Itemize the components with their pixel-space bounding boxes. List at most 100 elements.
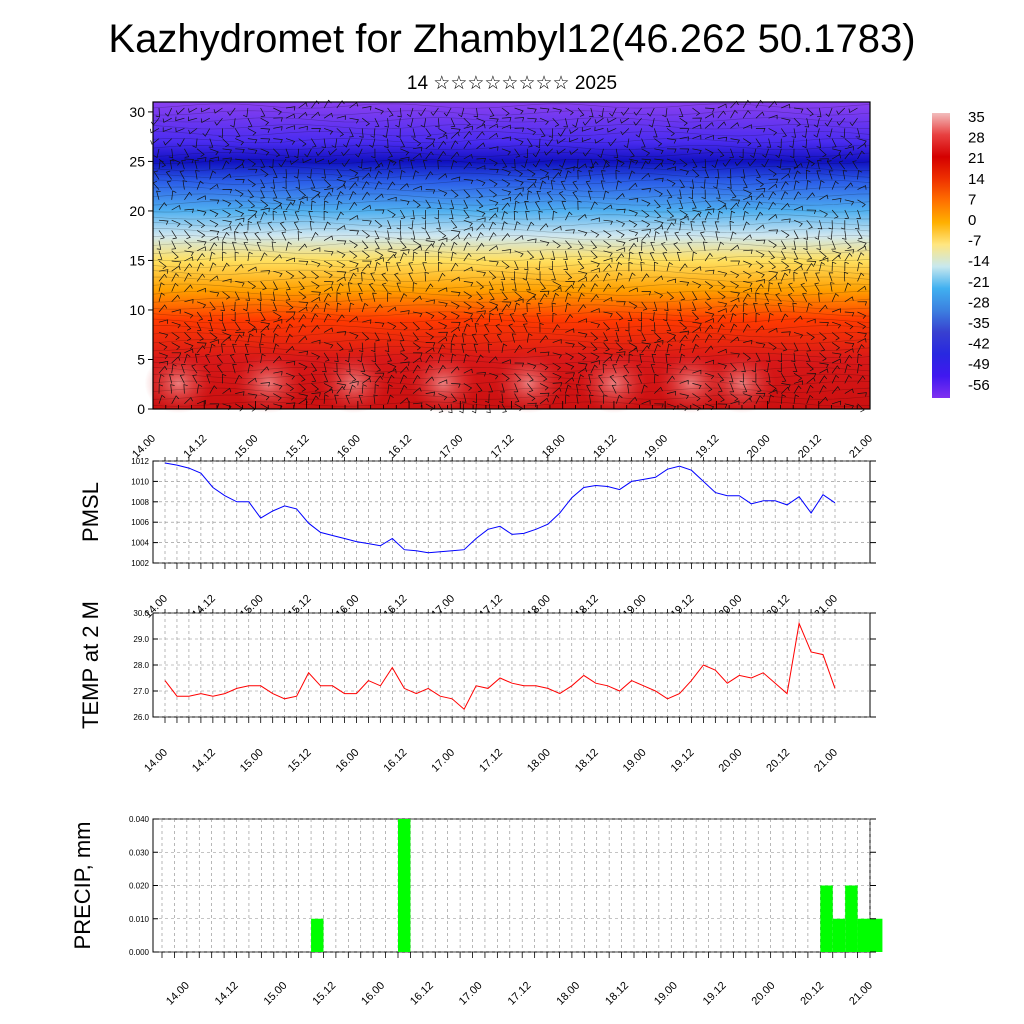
wind-barb <box>742 234 752 241</box>
wind-barb <box>578 362 588 368</box>
wind-barb <box>209 242 218 251</box>
wind-barb <box>370 128 376 138</box>
wind-barb <box>615 180 622 190</box>
wind-barb <box>565 394 570 404</box>
wind-barb <box>171 294 181 303</box>
wind-barb <box>766 373 771 383</box>
wind-barb <box>234 251 240 262</box>
wind-barb <box>527 250 535 260</box>
wind-barb <box>374 257 384 262</box>
wind-barb <box>171 309 181 314</box>
x-tick-label: 20.00 <box>745 433 773 461</box>
wind-barb <box>273 370 283 376</box>
wind-barb <box>501 210 508 221</box>
y-tick-label: 5 <box>137 351 145 367</box>
wind-barb <box>653 231 660 241</box>
colorbar-label: -28 <box>968 294 990 311</box>
x-tick-label: 20.12 <box>798 980 826 1008</box>
wind-barb <box>298 200 305 211</box>
wind-barb <box>476 291 483 301</box>
wind-barb <box>501 202 510 211</box>
wind-barb <box>463 252 472 262</box>
wind-barb <box>222 291 231 300</box>
wind-barb <box>234 231 239 241</box>
wind-barb <box>260 128 271 133</box>
wind-barb <box>408 272 414 282</box>
wind-barb <box>222 232 230 241</box>
wind-barb <box>679 334 688 343</box>
wind-barb <box>298 306 308 313</box>
wind-barb <box>666 375 675 384</box>
wind-barb <box>311 339 321 345</box>
wind-barb <box>844 311 855 317</box>
wind-barb <box>408 220 414 230</box>
wind-barb <box>336 179 347 186</box>
wind-barb <box>616 351 626 356</box>
wind-barb <box>501 403 507 413</box>
wind-barb <box>323 270 333 279</box>
wind-barb <box>463 179 474 185</box>
wind-barb <box>817 107 822 118</box>
wind-barb <box>349 384 356 394</box>
wind-barb <box>311 100 320 109</box>
wind-barb <box>762 148 769 158</box>
wind-barb <box>603 296 613 303</box>
wind-barb <box>612 364 617 374</box>
wind-barb <box>374 162 384 170</box>
wind-barb <box>511 158 516 169</box>
wind-barb <box>662 311 668 322</box>
wind-barb <box>374 372 385 378</box>
wind-barb <box>787 293 795 303</box>
wind-barb <box>755 342 766 348</box>
wind-barb <box>285 148 290 158</box>
wind-barb <box>349 250 358 259</box>
wind-barb <box>273 383 283 390</box>
wind-barb <box>348 342 354 352</box>
wind-barb <box>692 148 702 155</box>
y-tick-label: 0.030 <box>129 848 150 857</box>
wind-barb <box>488 356 498 364</box>
wind-barb <box>791 128 797 138</box>
wind-barb <box>692 107 701 116</box>
wind-barb <box>425 128 432 138</box>
wind-barb <box>590 352 600 360</box>
wind-barb <box>222 189 232 194</box>
wind-barb <box>171 332 180 341</box>
wind-barb <box>730 109 738 119</box>
wind-barb <box>315 158 325 164</box>
wind-barb <box>539 392 550 397</box>
wind-barb <box>260 211 268 221</box>
wind-barb <box>437 199 442 209</box>
wind-barb <box>323 383 333 391</box>
x-tick-label: 21.00 <box>847 980 875 1008</box>
wind-barb <box>687 241 693 251</box>
isotherm <box>153 276 871 282</box>
wind-barb <box>679 117 688 126</box>
wind-barb <box>387 394 394 404</box>
wind-barb <box>298 372 306 382</box>
wind-barb <box>852 160 858 170</box>
wind-barb <box>819 209 828 218</box>
wind-barb <box>209 251 216 262</box>
wind-barb <box>476 131 485 139</box>
wind-barb <box>552 394 560 404</box>
wind-barb <box>704 211 712 221</box>
wind-barb <box>381 272 388 282</box>
wind-barb <box>775 148 782 159</box>
wind-barb <box>374 384 380 394</box>
wind-barb <box>729 148 734 158</box>
wind-barb <box>806 362 814 372</box>
wind-barb <box>358 394 364 404</box>
wind-barb <box>679 353 686 364</box>
wind-barb <box>400 366 409 374</box>
wind-barb <box>171 282 179 292</box>
wind-barb <box>560 180 566 190</box>
wind-barb <box>260 366 270 374</box>
wind-barb <box>501 260 510 269</box>
wind-barb <box>311 291 321 297</box>
wind-barb <box>628 237 638 243</box>
wind-barb <box>857 403 865 413</box>
wind-barb <box>177 138 185 147</box>
x-tick-label: 19.12 <box>694 433 722 461</box>
wind-barb <box>311 313 319 323</box>
